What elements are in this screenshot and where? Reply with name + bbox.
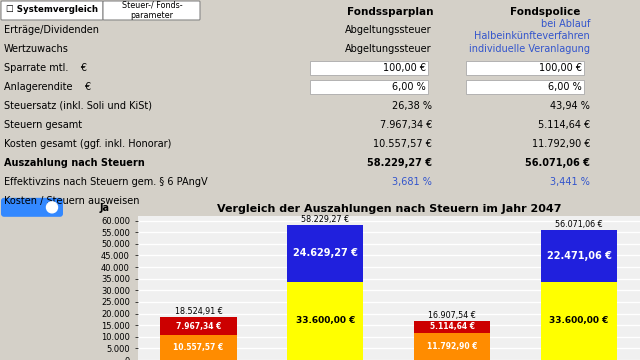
Bar — [161, 336, 237, 360]
Text: 33.600,00 €: 33.600,00 € — [296, 316, 355, 325]
Text: Auszahlung nach Steuern: Auszahlung nach Steuern — [4, 158, 145, 168]
Title: Vergleich der Auszahlungen nach Steuern im Jahr 2047: Vergleich der Auszahlungen nach Steuern … — [216, 204, 561, 214]
Text: 3,441 %: 3,441 % — [550, 177, 590, 187]
Text: 22.471,06 €: 22.471,06 € — [547, 251, 612, 261]
Text: Fondssparplan: Fondssparplan — [347, 7, 433, 17]
FancyBboxPatch shape — [310, 61, 428, 75]
Bar — [414, 321, 490, 333]
Text: 3,681 %: 3,681 % — [392, 177, 432, 187]
Circle shape — [47, 202, 58, 213]
Text: 11.792,90 €: 11.792,90 € — [427, 342, 477, 351]
Text: 56.071,06 €: 56.071,06 € — [525, 158, 590, 168]
Text: Steuern gesamt: Steuern gesamt — [4, 120, 82, 130]
Text: 43,94 %: 43,94 % — [550, 101, 590, 111]
Bar — [287, 282, 364, 360]
Text: Abgeltungssteuer: Abgeltungssteuer — [346, 25, 432, 35]
Text: 5.114,64 €: 5.114,64 € — [429, 322, 475, 331]
Text: 7.967,34 €: 7.967,34 € — [176, 322, 221, 331]
Text: 16.907,54 €: 16.907,54 € — [428, 311, 476, 320]
FancyBboxPatch shape — [466, 80, 584, 94]
Text: 58.229,27 €: 58.229,27 € — [367, 158, 432, 168]
FancyBboxPatch shape — [466, 61, 584, 75]
Text: Kosten / Steuern ausweisen: Kosten / Steuern ausweisen — [4, 196, 140, 206]
Text: Fondspolice: Fondspolice — [510, 7, 580, 17]
Bar — [541, 282, 617, 360]
Text: 5.114,64 €: 5.114,64 € — [538, 120, 590, 130]
Text: 26,38 %: 26,38 % — [392, 101, 432, 111]
Text: bei Ablauf
Halbeinkünfteverfahren: bei Ablauf Halbeinkünfteverfahren — [474, 19, 590, 41]
Text: 6,00 %: 6,00 % — [548, 82, 582, 92]
Text: Erträge/Dividenden: Erträge/Dividenden — [4, 25, 99, 35]
FancyBboxPatch shape — [310, 80, 428, 94]
Text: Steuersatz (inkl. Soli und KiSt): Steuersatz (inkl. Soli und KiSt) — [4, 101, 152, 111]
Text: 24.629,27 €: 24.629,27 € — [293, 248, 358, 258]
Text: 56.071,06 €: 56.071,06 € — [556, 220, 603, 229]
Text: 7.967,34 €: 7.967,34 € — [380, 120, 432, 130]
Text: 58.229,27 €: 58.229,27 € — [301, 215, 349, 224]
Text: ☐ Systemvergleich: ☐ Systemvergleich — [6, 5, 98, 14]
FancyBboxPatch shape — [103, 1, 200, 20]
Text: Anlagerendite    €: Anlagerendite € — [4, 82, 91, 92]
Bar — [161, 317, 237, 336]
Text: 33.600,00 €: 33.600,00 € — [549, 316, 609, 325]
Text: Effektivzins nach Steuern gem. § 6 PAngV: Effektivzins nach Steuern gem. § 6 PAngV — [4, 177, 207, 187]
Text: Abgeltungssteuer: Abgeltungssteuer — [346, 44, 432, 54]
Text: 18.524,91 €: 18.524,91 € — [175, 307, 223, 316]
Bar — [541, 230, 617, 282]
Bar — [414, 333, 490, 360]
Text: Ja: Ja — [100, 203, 110, 213]
Text: 100,00 €: 100,00 € — [383, 63, 426, 73]
FancyBboxPatch shape — [1, 198, 63, 217]
Text: Wertzuwachs: Wertzuwachs — [4, 44, 69, 54]
Bar — [287, 225, 364, 282]
FancyBboxPatch shape — [1, 1, 103, 20]
Text: 10.557,57 €: 10.557,57 € — [373, 139, 432, 149]
Text: Sparrate mtl.    €: Sparrate mtl. € — [4, 63, 87, 73]
Text: 100,00 €: 100,00 € — [539, 63, 582, 73]
Text: individuelle Veranlagung: individuelle Veranlagung — [469, 44, 590, 54]
Text: 6,00 %: 6,00 % — [392, 82, 426, 92]
Text: Kosten gesamt (ggf. inkl. Honorar): Kosten gesamt (ggf. inkl. Honorar) — [4, 139, 172, 149]
Text: 10.557,57 €: 10.557,57 € — [173, 343, 223, 352]
Text: Steuer-/ Fonds-
parameter: Steuer-/ Fonds- parameter — [122, 0, 182, 20]
Text: 11.792,90 €: 11.792,90 € — [531, 139, 590, 149]
